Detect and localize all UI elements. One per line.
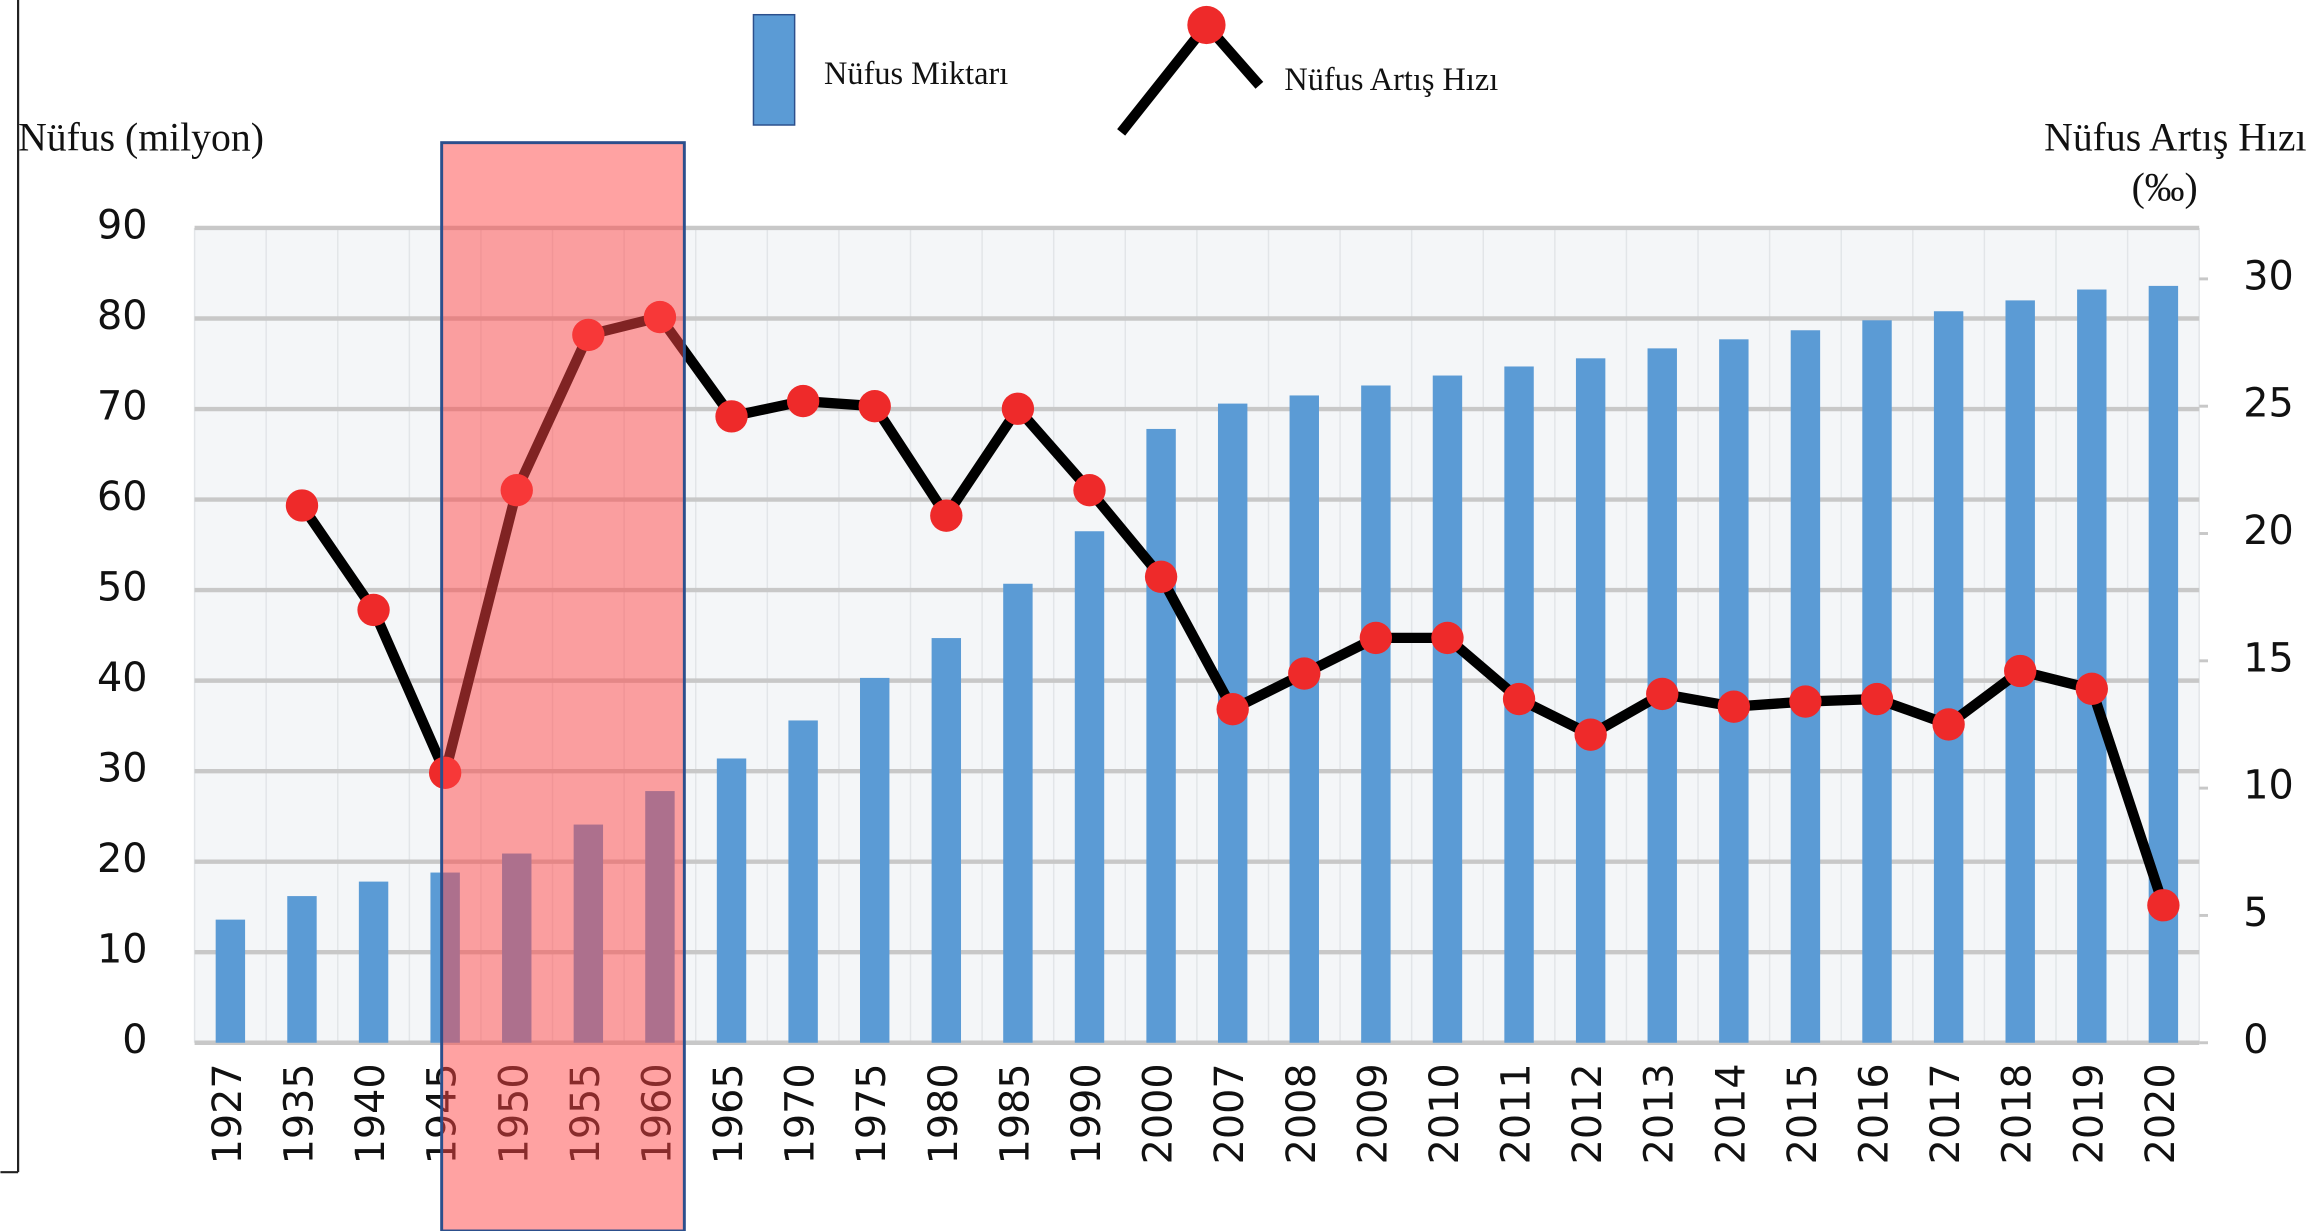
line-marker (1359, 621, 1393, 655)
y2-tick-label: 10 (2243, 763, 2294, 809)
x-tick-label: 2008 (1279, 1063, 1325, 1164)
bar (287, 896, 317, 1043)
line-marker (1073, 474, 1106, 507)
line-marker (2147, 889, 2180, 922)
bar (931, 638, 962, 1043)
legend-swatch (1117, 16, 1264, 136)
line-marker (1860, 682, 1894, 716)
line-marker (285, 489, 319, 522)
bar (358, 881, 389, 1043)
y2-axis-unit: (‰) (2132, 165, 2198, 209)
y-tick-label: 70 (97, 384, 148, 430)
y-tick-label: 60 (97, 474, 148, 520)
plot: 0 10 20 30 40 50 60 70 80 90 0 5 10 15 20 25 30 1927 1935 1… (97, 202, 2294, 1164)
y-tick-label: 40 (97, 655, 148, 701)
y2-tick-label: 30 (2243, 253, 2294, 299)
line-marker (1431, 621, 1464, 655)
line-marker (1646, 677, 1679, 711)
line-marker (930, 499, 963, 532)
line-marker (357, 593, 390, 627)
y-tick-label: 20 (97, 836, 148, 882)
bar (2077, 289, 2107, 1043)
x-tick-label: 2017 (1923, 1063, 1969, 1164)
y2-tick-label: 15 (2243, 635, 2294, 681)
x-tick-label: 1980 (921, 1063, 967, 1164)
x-tick-label: 1927 (205, 1063, 251, 1164)
line-marker (1574, 718, 1607, 751)
x-tick-label: 1965 (706, 1063, 752, 1164)
y2-axis-title: Nüfus Artış Hızı (2044, 115, 2306, 159)
x-tick-label: 2016 (1852, 1063, 1898, 1164)
line-marker (858, 390, 891, 423)
bar (1289, 395, 1319, 1043)
x-tick-label: 2011 (1494, 1063, 1540, 1164)
legend-label: Nüfus Artış Hızı (1284, 61, 1498, 97)
legend-label: Nüfus Miktarı (824, 55, 1008, 91)
legend: Nüfus Miktarı Nüfus Artış Hızı (752, 5, 1498, 136)
legend-marker (1187, 5, 1226, 45)
x-tick-label: 1935 (276, 1063, 322, 1164)
y-tick-label: 50 (97, 565, 148, 611)
bar (860, 677, 890, 1043)
x-tick-label: 1985 (992, 1063, 1038, 1164)
x-tick-label: 2019 (2066, 1063, 2112, 1164)
x-tick-label: 2020 (2138, 1063, 2184, 1164)
x-tick-label: 2009 (1350, 1063, 1396, 1164)
bar (215, 919, 246, 1043)
bar (1933, 311, 1964, 1043)
x-tick-label: 1940 (348, 1063, 394, 1164)
x-tick-label: 2015 (1780, 1063, 1826, 1164)
line-marker (1144, 560, 1178, 593)
x-tick-label: 1970 (778, 1063, 824, 1164)
line-marker (1717, 690, 1751, 723)
x-tick-label: 2013 (1637, 1063, 1683, 1164)
bar (716, 758, 747, 1043)
y-axis-title: Nüfus (milyon) (18, 115, 264, 159)
line-marker (1288, 657, 1321, 690)
x-tick-label: 2012 (1565, 1063, 1611, 1164)
legend-swatch (752, 13, 796, 126)
line-marker (1001, 392, 1035, 425)
y2-tick-label: 5 (2243, 890, 2268, 936)
x-tick-label: 2000 (1136, 1063, 1182, 1164)
y2-tick-label: 20 (2243, 508, 2294, 554)
line-marker (1932, 708, 1965, 741)
line-marker (2075, 672, 2108, 706)
line-marker (715, 400, 748, 433)
bar (1862, 320, 1892, 1043)
y-tick-label: 80 (97, 293, 148, 339)
x-tick-label: 1990 (1064, 1063, 1110, 1164)
line-marker (786, 384, 820, 418)
line-marker (1216, 693, 1249, 726)
bar (2148, 285, 2179, 1043)
bar (1074, 531, 1105, 1043)
x-tick-label: 2007 (1207, 1063, 1253, 1164)
y2-tick-label: 25 (2243, 381, 2294, 427)
x-tick-label: 2014 (1708, 1063, 1754, 1164)
y-tick-label: 30 (97, 746, 148, 792)
line-marker (2004, 654, 2037, 688)
line-marker (1789, 685, 1822, 718)
bar (1003, 583, 1033, 1043)
bar (1361, 385, 1391, 1043)
line-marker (1502, 682, 1536, 716)
bar (1575, 358, 1606, 1043)
x-tick-label: 2010 (1422, 1063, 1468, 1164)
y-tick-label: 90 (97, 202, 148, 248)
bar (1432, 375, 1463, 1043)
x-tick-label: 2018 (1995, 1063, 2041, 1164)
x-tick-label: 1975 (849, 1063, 895, 1164)
bar (1146, 428, 1176, 1043)
y-tick-label: 0 (122, 1017, 147, 1063)
y-tick-label: 10 (97, 927, 148, 973)
y2-tick-label: 0 (2243, 1017, 2268, 1063)
highlight-box (440, 141, 686, 1231)
bar (788, 720, 818, 1043)
